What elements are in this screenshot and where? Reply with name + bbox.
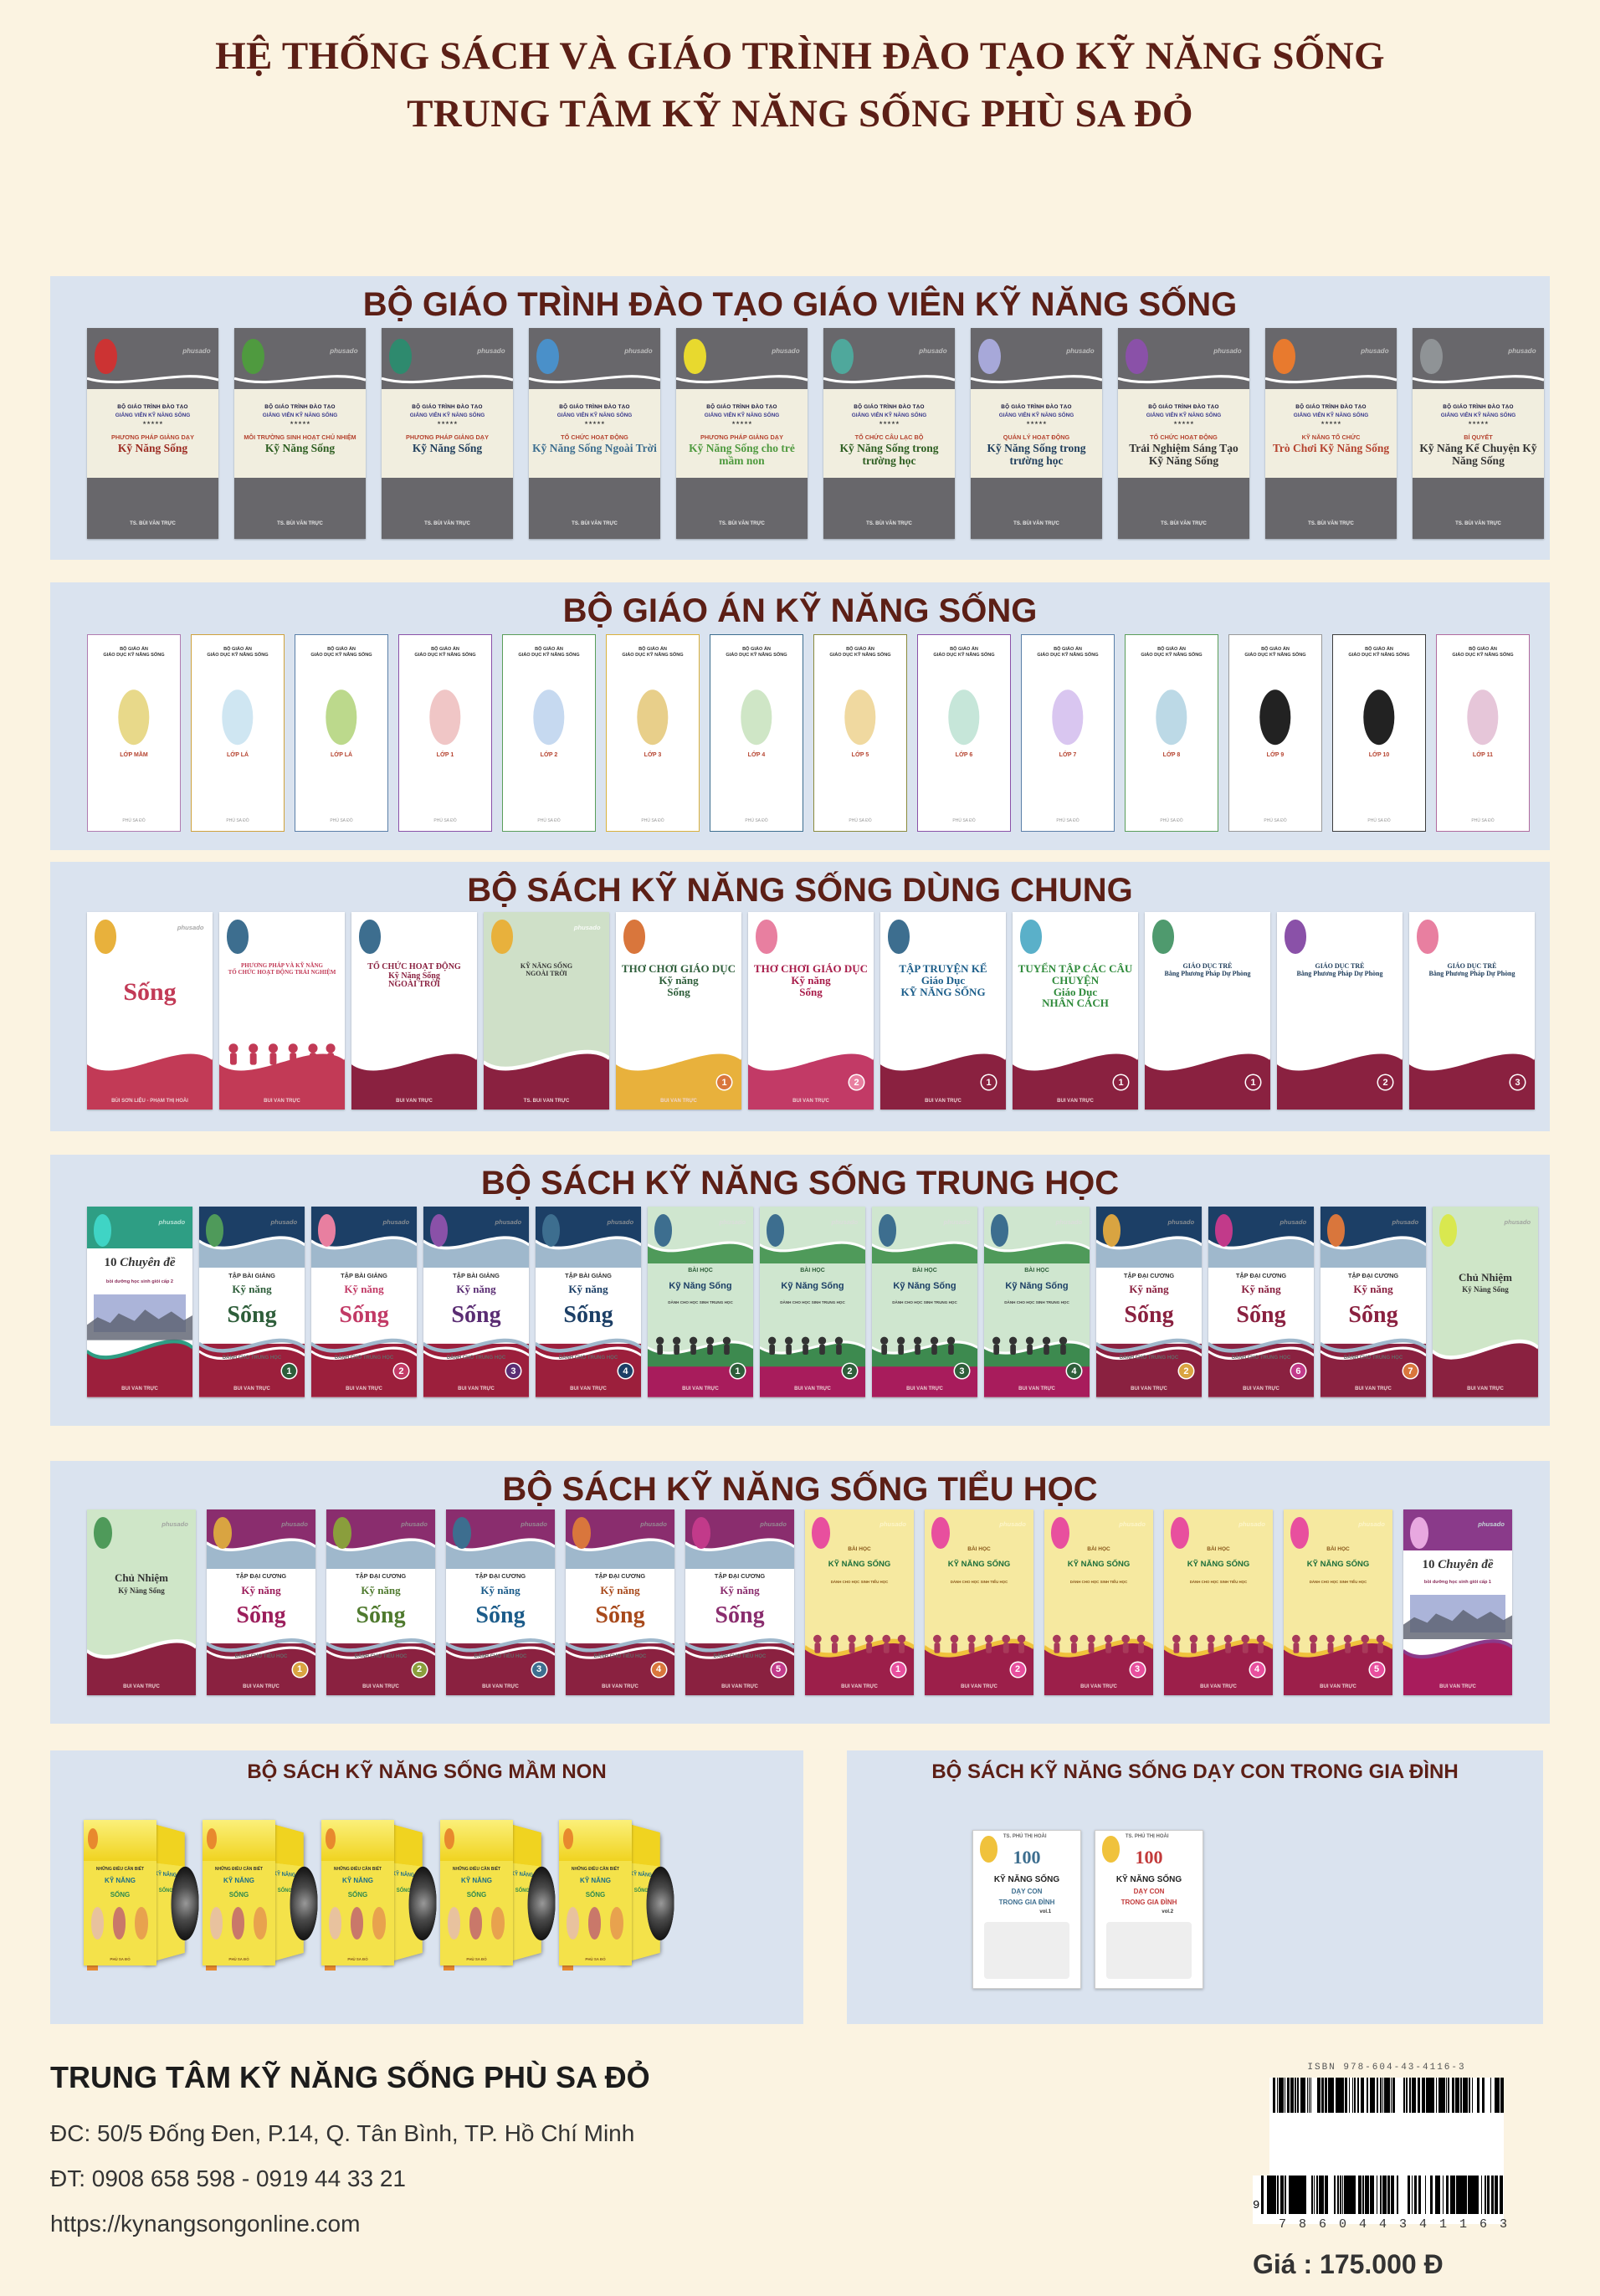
svg-text:ISBN 978-604-43-4116-3: ISBN 978-604-43-4116-3	[1307, 2063, 1465, 2073]
